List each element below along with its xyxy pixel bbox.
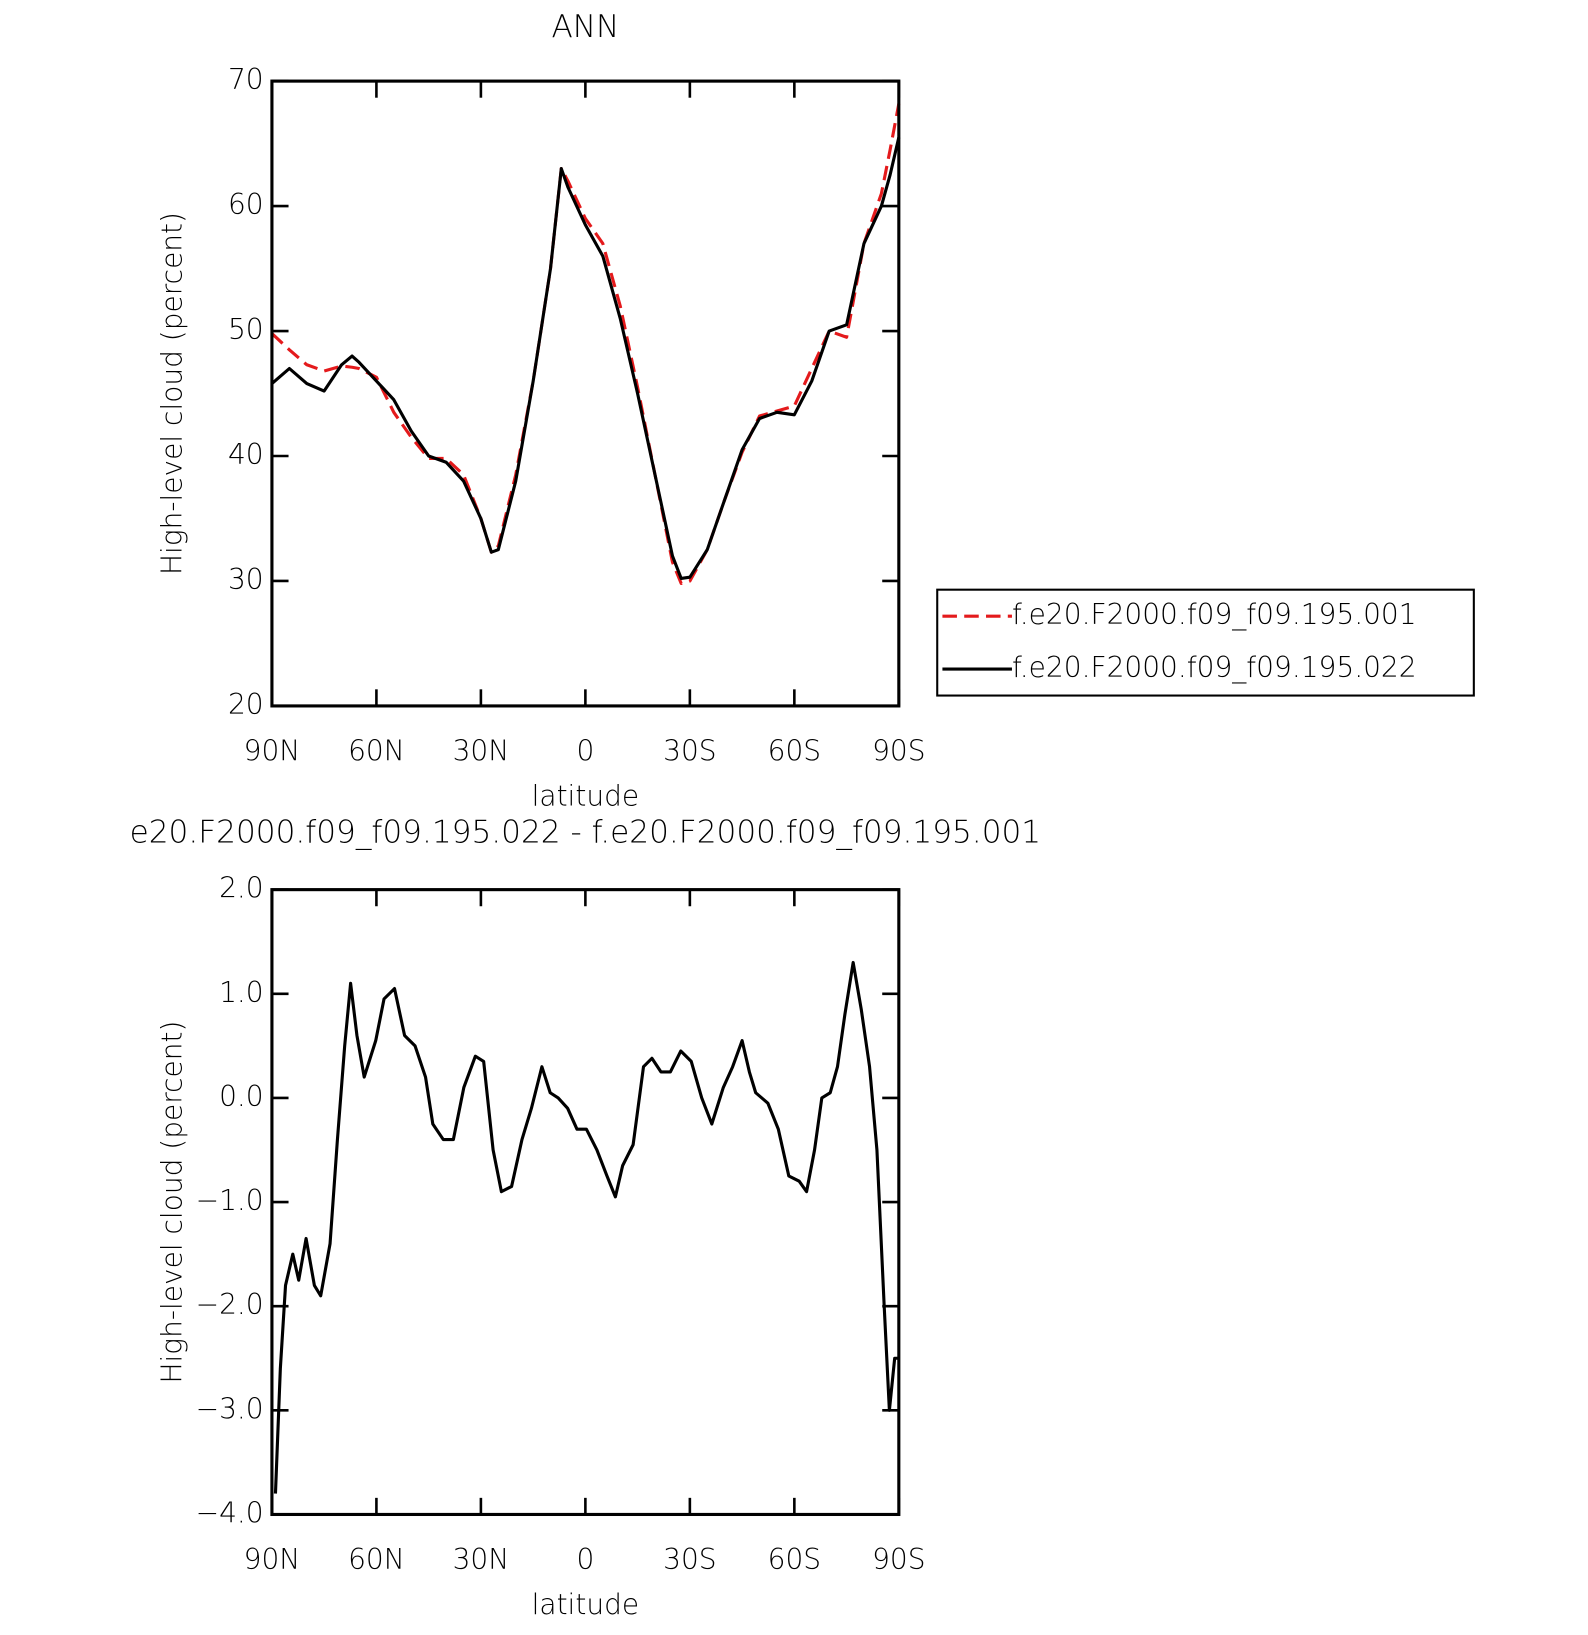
x-tick-label: 30N <box>453 1543 510 1576</box>
y-axis-label: High-level cloud (percent) <box>155 1021 188 1384</box>
legend-box <box>936 588 1475 697</box>
y-tick-label: 30 <box>228 563 264 596</box>
plot-frame <box>270 888 901 1517</box>
y-tick-label: −2.0 <box>196 1288 264 1321</box>
series-line <box>270 103 901 586</box>
x-tick-label: 90S <box>872 735 925 768</box>
y-tick-label: −1.0 <box>196 1184 264 1217</box>
x-tick-label: 0 <box>576 735 594 768</box>
y-tick-label: 50 <box>228 313 264 346</box>
x-tick-label: 60N <box>348 1543 405 1576</box>
y-axis-label: High-level cloud (percent) <box>155 212 188 575</box>
x-axis-label: latitude <box>532 1588 639 1621</box>
y-tick-label: 60 <box>228 188 264 221</box>
legend-label: f.e20.F2000.f09_f09.195.022 <box>1012 651 1417 685</box>
x-tick-label: 60S <box>768 735 821 768</box>
x-tick-label: 0 <box>576 1543 594 1576</box>
plot-frame <box>270 79 901 708</box>
y-tick-label: 40 <box>228 438 264 471</box>
legend-label: f.e20.F2000.f09_f09.195.001 <box>1012 598 1417 632</box>
x-tick-label: 30S <box>663 735 716 768</box>
y-tick-label: −4.0 <box>196 1496 264 1529</box>
y-tick-label: 2.0 <box>219 872 264 905</box>
y-tick-label: 0.0 <box>219 1080 264 1113</box>
series-line <box>273 960 899 1494</box>
chart-title: e20.F2000.f09_f09.195.022 - f.e20.F2000.… <box>130 815 1042 851</box>
x-axis-label: latitude <box>532 779 639 812</box>
x-tick-label: 60S <box>768 1543 821 1576</box>
x-tick-label: 30N <box>453 735 510 768</box>
y-tick-label: −3.0 <box>196 1392 264 1425</box>
x-tick-label: 90S <box>872 1543 925 1576</box>
x-tick-label: 90N <box>244 1543 301 1576</box>
x-tick-label: 60N <box>348 735 405 768</box>
chart-title: ANN <box>551 9 619 45</box>
y-tick-label: 20 <box>228 688 264 721</box>
series-line <box>270 137 901 581</box>
y-tick-label: 1.0 <box>219 976 264 1009</box>
x-tick-label: 90N <box>244 735 301 768</box>
y-tick-label: 70 <box>228 63 264 96</box>
x-tick-label: 30S <box>663 1543 716 1576</box>
